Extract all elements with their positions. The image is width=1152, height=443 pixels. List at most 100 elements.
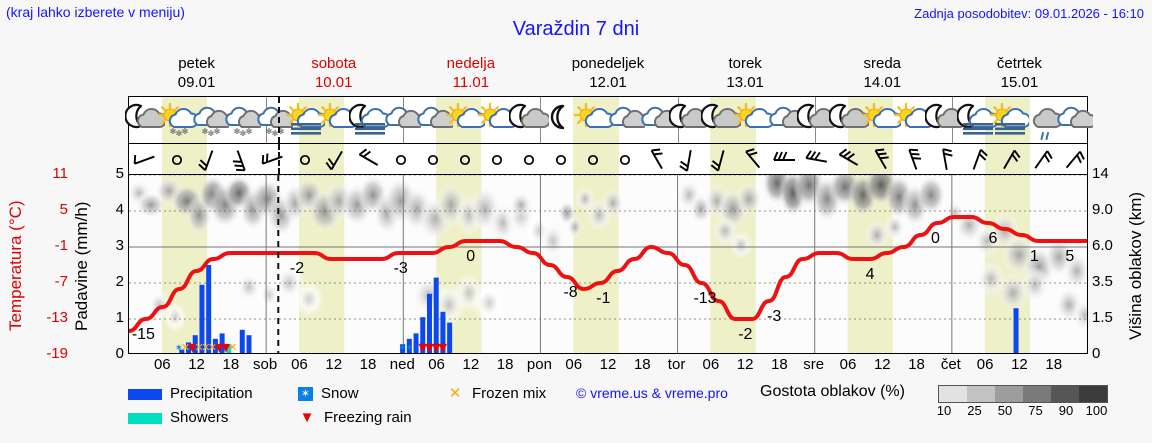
weather-icon-night-clear [541, 99, 581, 143]
cloud-tick-1: 9.0 [1092, 201, 1113, 218]
time-tick-3: sob [253, 356, 278, 373]
day-name: ponedeljek [571, 55, 645, 72]
time-tick-2: 18 [222, 356, 240, 373]
cloud-density-step-0 [939, 386, 967, 402]
svg-text:-1: -1 [596, 290, 610, 307]
time-tick-5: 12 [325, 356, 343, 373]
time-tick-4: 06 [291, 356, 308, 373]
temperature-tick-4: -13 [46, 309, 68, 326]
time-tick-26: 18 [1045, 356, 1063, 373]
snow-icon: ✶ [298, 387, 313, 402]
showers-swatch [128, 412, 162, 424]
precipitation-tick-4: 1 [115, 309, 124, 326]
weather-icon-night-cloudy [700, 99, 743, 143]
svg-text:-3: -3 [767, 308, 781, 325]
day-name: petek [178, 55, 215, 72]
day-header-7: četrtek 15.01 [951, 54, 1088, 94]
cloud-height-axis-title: Višina oblakov (km) [1126, 191, 1145, 341]
weather-icon-cloudy [381, 99, 426, 143]
precipitation-axis-ticks: 5 4 3 2 1 0 [94, 165, 124, 362]
menu-hint: (kraj lahko izberete v meniju) [6, 4, 185, 20]
time-tick-22: 18 [908, 356, 925, 373]
day-header-3: nedelja 11.01 [402, 54, 539, 94]
svg-text:5: 5 [1065, 248, 1074, 265]
day-date: 15.01 [1000, 74, 1039, 91]
wind-barb [352, 146, 386, 172]
precipitation-swatch [128, 388, 162, 400]
svg-text:✕: ✕ [181, 341, 190, 354]
weather-icon-cloud-snow: ✻ ✻ ✻ [189, 99, 234, 143]
wind-barb [960, 146, 994, 172]
svg-text:✻: ✻ [170, 127, 177, 136]
cloud-density-tick-0: 10 [936, 403, 952, 418]
day-date: 14.01 [863, 74, 902, 91]
weather-icon-sun-cloud [733, 99, 775, 143]
temperature-tick-3: -7 [54, 273, 68, 290]
weather-icon-sun-cloud [861, 99, 903, 143]
svg-text:✕: ✕ [228, 341, 237, 354]
time-tick-21: 12 [873, 356, 891, 373]
weather-icon-night-cloudy [508, 99, 551, 143]
precipitation-axis-title: Padavine (mm/h) [72, 201, 91, 331]
weather-icon-sun-cloud-snow: ✻ ✻ ✻ [157, 99, 199, 143]
cloud-density-tick-1: 25 [967, 403, 982, 418]
svg-text:-8: -8 [563, 284, 577, 301]
wind-barb [480, 146, 514, 172]
day-name: nedelja [446, 55, 496, 72]
time-tick-15: tor [667, 356, 686, 373]
wind-barb [512, 146, 546, 172]
cloud-tick-5: 0 [1092, 345, 1101, 362]
precipitation-tick-3: 2 [115, 273, 124, 290]
wind-barb [384, 146, 418, 172]
copyright-link[interactable]: © vreme.us & vreme.pro [576, 385, 728, 401]
weather-icon-cloud-snow: ✻ ✻ ✻ [253, 99, 298, 143]
precipitation-tick-5: 0 [115, 345, 124, 362]
svg-text:✻: ✻ [214, 127, 221, 136]
cloud-density-legend-title: Gostota oblakov (%) [760, 383, 905, 400]
wind-barb [832, 146, 866, 172]
temperature-tick-1: 5 [59, 201, 68, 218]
time-tick-12: 06 [565, 356, 583, 373]
legend-item-frozen-mix: ✕ Frozen mix [446, 383, 546, 405]
cloud-height-axis-ticks: 14 9.0 6.0 3.5 1.5 0 [1092, 165, 1128, 362]
day-date: 13.01 [726, 74, 764, 91]
svg-text:▼: ▼ [432, 341, 441, 354]
day-header-6: sreda 14.01 [814, 54, 951, 94]
weather-icon-row: ✻ ✻ ✻ ✻ ✻ ✻ ✻ ✻ ✻ ✻ ✻ ✻ [124, 96, 1098, 144]
day-header-5: torek 13.01 [677, 54, 814, 94]
svg-text:-2: -2 [290, 260, 304, 277]
time-tick-14: 18 [633, 356, 651, 373]
svg-text:✻: ✻ [208, 129, 215, 138]
wind-barb [992, 146, 1026, 172]
svg-text:✻: ✻ [278, 127, 285, 136]
wind-barb [288, 146, 322, 172]
time-axis-labels: 06 12 18 sob 06 12 18 ned 06 12 18 pon 06 12 18 tor 06 12… [128, 356, 1088, 376]
svg-text:✻: ✻ [266, 127, 273, 136]
current-time-marker [278, 97, 281, 143]
daylight-band [984, 144, 1031, 174]
legend: Precipitation Showers ✶ Snow ▼ Freezing ra… [128, 383, 1144, 437]
svg-text:✕: ✕ [201, 341, 210, 354]
freezing-rain-icon: ▼ [299, 409, 315, 427]
wind-barb [736, 146, 770, 172]
cloud-density-step-3 [1023, 386, 1051, 402]
wind-barb [928, 146, 962, 172]
wind-barb [192, 146, 226, 172]
time-tick-18: 18 [771, 356, 788, 373]
cloud-density-step-1 [967, 386, 995, 402]
time-tick-13: 12 [599, 356, 617, 373]
day-date: 10.01 [314, 74, 353, 91]
legend-label-showers: Showers [170, 409, 229, 426]
forecast-plot: ✶ ✕ ▼ ✕ ✕ ✕ ▼ ▼ ✕ ✶ ✶ ▼ ▼ ▼ ▼ -15 -2 -3 0 -8 -1 -13 -2 -3 4 0 6 1 5 [128, 174, 1088, 354]
svg-text:1: 1 [1030, 248, 1039, 265]
weather-icon-night-fog [348, 99, 391, 143]
wind-barb [864, 146, 898, 172]
svg-text:-15: -15 [132, 326, 155, 343]
page-title: Varaždin 7 dni [512, 18, 640, 40]
legend-item-precipitation: Precipitation [128, 383, 253, 405]
wind-barb [1056, 146, 1090, 172]
day-date: 11.01 [452, 74, 490, 91]
wind-barb-row [128, 144, 1088, 174]
time-tick-17: 12 [736, 356, 754, 373]
svg-text:-3: -3 [394, 260, 408, 277]
